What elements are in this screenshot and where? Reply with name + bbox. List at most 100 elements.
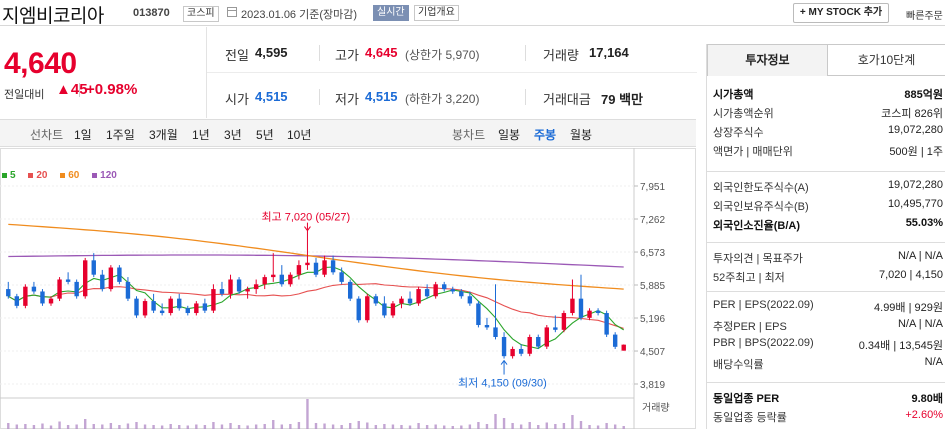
volume-bar — [408, 425, 412, 429]
divider — [707, 382, 945, 383]
candle-body — [330, 260, 336, 273]
volume-bar — [289, 424, 292, 429]
candle-body — [296, 265, 302, 275]
volume-bar — [519, 424, 523, 429]
legend-swatch — [60, 172, 66, 178]
info-row: 시가총액순위 코스피 826위 — [713, 103, 943, 122]
period-1d-button[interactable]: 1일 — [74, 128, 92, 142]
realtime-button[interactable]: 실시간 — [373, 5, 409, 21]
candle-body — [382, 303, 387, 316]
candlestick-chart[interactable]: 7,951 7,262 6,573 5,885 5,196 4,507 3,819 거래량 최고… — [0, 148, 696, 429]
candle-body — [347, 281, 353, 299]
period-10y-button[interactable]: 10년 — [287, 128, 312, 142]
date-label: 2023.01.06 기준(장마감) — [241, 9, 358, 21]
ma20-line — [8, 283, 624, 329]
candle-body — [407, 298, 413, 304]
company-overview-button[interactable]: 기업개요 — [414, 5, 459, 21]
candle-body — [578, 298, 584, 318]
current-price: 4,640 — [4, 47, 77, 80]
candle-body — [57, 279, 62, 299]
volume-bar — [537, 425, 540, 429]
candle-body — [365, 296, 370, 321]
candle-body — [595, 310, 601, 314]
volume-axis-label: 거래량 — [642, 402, 670, 414]
info-value: 코스피 826위 — [881, 108, 943, 120]
volume-bar — [178, 425, 181, 429]
volume-bar — [152, 425, 155, 429]
info-row: 외국인보유주식수(B) 10,495,770 — [713, 196, 943, 215]
tab-order-book[interactable]: 호가10단계 — [827, 44, 945, 76]
volume-bar — [425, 425, 429, 429]
volume-bar — [49, 425, 53, 429]
candle-body — [339, 272, 344, 282]
volume-bar — [32, 425, 36, 429]
quick-order-link[interactable]: 빠른주문 — [906, 11, 943, 22]
weekly-candle-button[interactable]: 주봉 — [534, 128, 557, 142]
info-row: 외국인소진율(B/A) 55.03% — [713, 215, 943, 234]
volume-bar — [613, 424, 617, 429]
monthly-candle-button[interactable]: 월봉 — [570, 128, 593, 142]
candle-body — [74, 281, 79, 297]
candle-body — [399, 298, 404, 304]
volume-bar — [169, 424, 172, 429]
line-chart-label: 선차트 — [30, 128, 64, 142]
volume-bar — [15, 424, 19, 429]
volume-bar — [596, 425, 600, 429]
info-row: 52주최고 | 최저 7,020 | 4,150 — [713, 267, 943, 286]
info-key: PER | EPS(2022.09) — [713, 299, 814, 311]
volume-bar — [195, 424, 198, 429]
volume-bar — [212, 422, 215, 429]
candle-body — [211, 289, 216, 311]
price-chart-area: 5 20 60 120 7,951 7,262 6,573 5,885 5,196 4,5… — [0, 148, 696, 429]
info-key: 액면가 | 매매단위 — [713, 146, 793, 158]
volume-bar — [66, 425, 70, 429]
candle-body — [65, 279, 71, 282]
volume-value: 17,164 — [589, 45, 629, 60]
period-1w-button[interactable]: 1주일 — [106, 128, 135, 142]
y-tick-label: 7,951 — [640, 182, 665, 193]
candle-body — [433, 284, 438, 297]
legend-swatch — [92, 172, 98, 178]
candle-body — [168, 298, 173, 314]
info-value: 500원 | 1주 — [889, 146, 943, 158]
add-mystock-button[interactable]: + MY STOCK 추가 — [793, 3, 889, 23]
info-key: 투자의견 | 목표주가 — [713, 253, 803, 265]
ma120-line — [8, 254, 624, 268]
volume-bar — [366, 422, 369, 429]
volume-bar — [135, 422, 138, 429]
volume-bar — [186, 425, 189, 429]
candle-body — [253, 284, 259, 290]
volume-bar — [143, 424, 147, 429]
candle-body — [570, 298, 575, 314]
period-3m-button[interactable]: 3개월 — [149, 128, 178, 142]
info-value: N/A — [924, 356, 943, 368]
low-annotation: 최저 4,150 (09/30) — [458, 377, 547, 390]
ma60-line — [8, 223, 624, 290]
daily-candle-button[interactable]: 일봉 — [498, 128, 521, 142]
volume-bar — [92, 424, 95, 429]
candle-body — [288, 274, 293, 285]
candle-body — [40, 291, 45, 304]
candle-body — [125, 281, 131, 299]
volume-bar — [562, 423, 566, 429]
volume-bar — [118, 425, 121, 429]
low-value: 4,515 — [365, 89, 398, 104]
period-5y-button[interactable]: 5년 — [256, 128, 274, 142]
volume-bar — [246, 425, 249, 429]
high-label: 고가 — [335, 48, 359, 63]
volume-bar — [622, 426, 625, 429]
volume-bar — [391, 424, 395, 429]
info-row: 동일업종 등락률 +2.60% — [713, 407, 943, 426]
candle-body — [48, 298, 54, 304]
high-arrow-head — [304, 226, 311, 232]
candle-body — [236, 279, 242, 292]
candle-body — [561, 313, 567, 330]
tab-investment-info[interactable]: 투자정보 — [707, 44, 828, 76]
period-1y-button[interactable]: 1년 — [192, 128, 210, 142]
candle-chart-label: 봉차트 — [452, 128, 486, 142]
period-3y-button[interactable]: 3년 — [224, 128, 242, 142]
divider — [707, 242, 945, 243]
volume-bar — [477, 422, 480, 429]
info-value: 7,020 | 4,150 — [878, 269, 943, 281]
info-value: 55.03% — [905, 217, 943, 229]
